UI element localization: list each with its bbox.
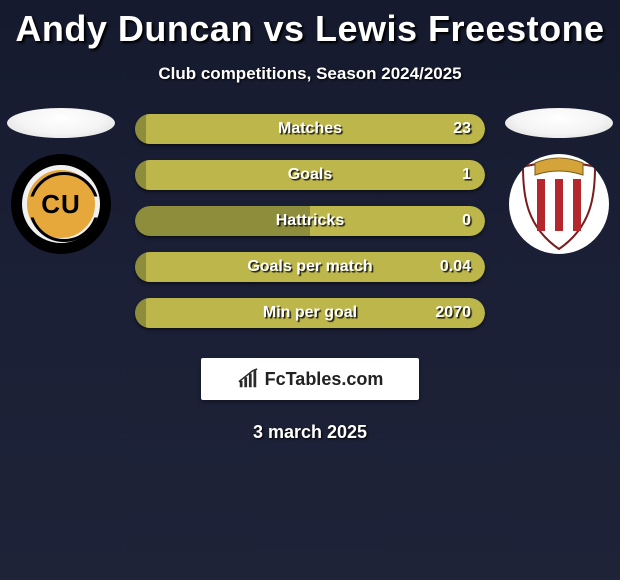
stat-row: Min per goal2070	[135, 298, 485, 328]
club-crest-right	[509, 154, 609, 254]
player-left-photo	[7, 108, 115, 138]
stat-label: Min per goal	[195, 304, 425, 322]
club-crest-left: CU	[11, 154, 111, 254]
crest-right-svg	[517, 157, 601, 251]
stat-value-right: 1	[425, 166, 485, 184]
stat-bars: Matches23 Goals1 Hattricks0 Goals per match…	[135, 114, 485, 344]
player-right-photo	[505, 108, 613, 138]
subtitle: Club competitions, Season 2024/2025	[0, 64, 620, 84]
player-left-panel: CU	[6, 108, 116, 254]
stat-label: Goals	[195, 166, 425, 184]
stat-value-right: 0.04	[425, 258, 485, 276]
stat-value-right: 0	[425, 212, 485, 230]
stat-fill-left	[135, 252, 146, 282]
stat-value-right: 2070	[425, 304, 485, 322]
brand-badge: FcTables.com	[201, 358, 419, 400]
stat-label: Goals per match	[195, 258, 425, 276]
player-right-panel	[504, 108, 614, 254]
stat-fill-left	[135, 298, 146, 328]
stat-fill-left	[135, 114, 146, 144]
crest-left-code: CU	[41, 189, 81, 220]
stat-row: Goals per match0.04	[135, 252, 485, 282]
crest-left-ball: CU	[22, 165, 100, 243]
stat-row: Hattricks0	[135, 206, 485, 236]
date-text: 3 march 2025	[0, 422, 620, 443]
stat-row: Goals1	[135, 160, 485, 190]
stat-label: Matches	[195, 120, 425, 138]
stat-label: Hattricks	[195, 212, 425, 230]
stat-value-right: 23	[425, 120, 485, 138]
stat-row: Matches23	[135, 114, 485, 144]
brand-text: FcTables.com	[265, 369, 384, 390]
comparison-arena: CU Matches23 Goals1 Hattricks0 Goals per ma…	[0, 114, 620, 344]
page-title: Andy Duncan vs Lewis Freestone	[0, 0, 620, 50]
stat-fill-left	[135, 160, 146, 190]
chart-icon	[237, 368, 259, 390]
